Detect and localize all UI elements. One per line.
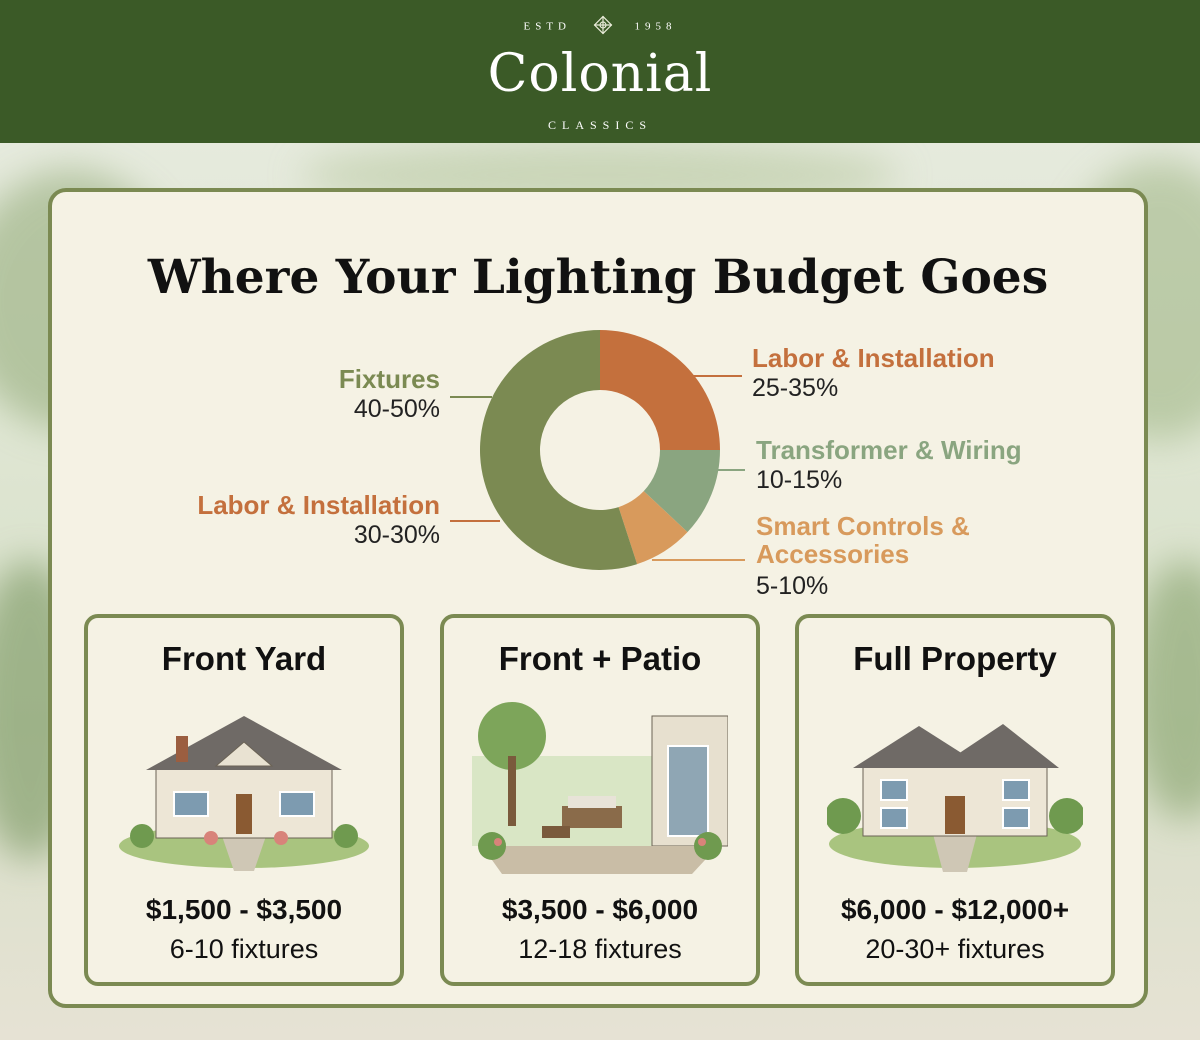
label-labor-right: Labor & Installation 25-35% xyxy=(752,343,1082,403)
tier-card-full-property: Full Property $6,000 - $12,000+ 20-30+ f… xyxy=(795,614,1115,986)
label-smart-name-1: Smart Controls & xyxy=(756,511,970,541)
flower-emblem-icon xyxy=(591,14,615,36)
label-transformer: Transformer & Wiring 10-15% xyxy=(756,435,1086,495)
label-fixtures: Fixtures 40-50% xyxy=(240,364,440,424)
budget-donut-chart xyxy=(480,330,720,570)
chart-title: Where Your Lighting Budget Goes xyxy=(147,250,1049,305)
brand-name: Colonial xyxy=(487,44,713,104)
tier-title: Front + Patio xyxy=(498,640,702,677)
pie-slice-transformer-wiring xyxy=(643,450,720,533)
label-labor-left: Labor & Installation 30-30% xyxy=(140,490,440,550)
label-fixtures-pct: 40-50% xyxy=(353,395,440,423)
label-transformer-name: Transformer & Wiring xyxy=(756,435,1022,465)
brand-header: ESTD 1958 Colonial CLASSICS xyxy=(0,0,1200,143)
label-labor-left-pct: 30-30% xyxy=(353,521,440,549)
tier-title: Full Property xyxy=(853,640,1057,677)
label-labor-left-name: Labor & Installation xyxy=(197,490,440,520)
tier-price: $6,000 - $12,000+ xyxy=(840,894,1070,925)
tier-fixture-count: 12-18 fixtures xyxy=(518,934,682,964)
house-illustration-icon xyxy=(119,716,369,871)
pie-slice-smart-controls-accessories xyxy=(618,491,688,565)
label-transformer-pct: 10-15% xyxy=(756,466,843,494)
tier-title: Front Yard xyxy=(161,640,327,677)
tier-fixture-count: 20-30+ fixtures xyxy=(865,934,1045,964)
brand-subtitle: CLASSICS xyxy=(547,118,653,132)
label-smart: Smart Controls & Accessories 5-10% xyxy=(756,512,1086,600)
pie-slice-fixtures xyxy=(480,330,638,570)
label-smart-name-2: Accessories xyxy=(756,539,910,569)
patio-illustration-icon xyxy=(472,702,728,874)
tier-price: $3,500 - $6,000 xyxy=(501,894,699,925)
tier-price: $1,500 - $3,500 xyxy=(145,894,343,925)
label-fixtures-name: Fixtures xyxy=(338,364,440,394)
pie-slice-labor-installation xyxy=(600,330,720,450)
label-smart-pct: 5-10% xyxy=(756,572,829,600)
tier-fixture-count: 6-10 fixtures xyxy=(169,934,319,964)
estd-text: ESTD xyxy=(523,20,571,33)
tier-card-front-patio: Front + Patio $3,500 - $6,000 12-18 fixt… xyxy=(440,614,760,986)
year-text: 1958 xyxy=(634,20,677,33)
large-house-illustration-icon xyxy=(827,724,1083,872)
label-labor-right-name: Labor & Installation xyxy=(752,343,995,373)
tier-card-front-yard: Front Yard $1,500 - $3,500 6-10 fixtures xyxy=(84,614,404,986)
label-labor-right-pct: 25-35% xyxy=(752,374,839,402)
established-line: ESTD 1958 xyxy=(0,14,1200,38)
